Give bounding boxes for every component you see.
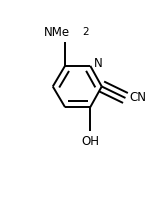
Text: CN: CN [129, 92, 146, 104]
Text: NMe: NMe [44, 26, 70, 39]
Text: OH: OH [81, 135, 99, 148]
Text: 2: 2 [82, 27, 88, 37]
Text: N: N [94, 57, 103, 70]
